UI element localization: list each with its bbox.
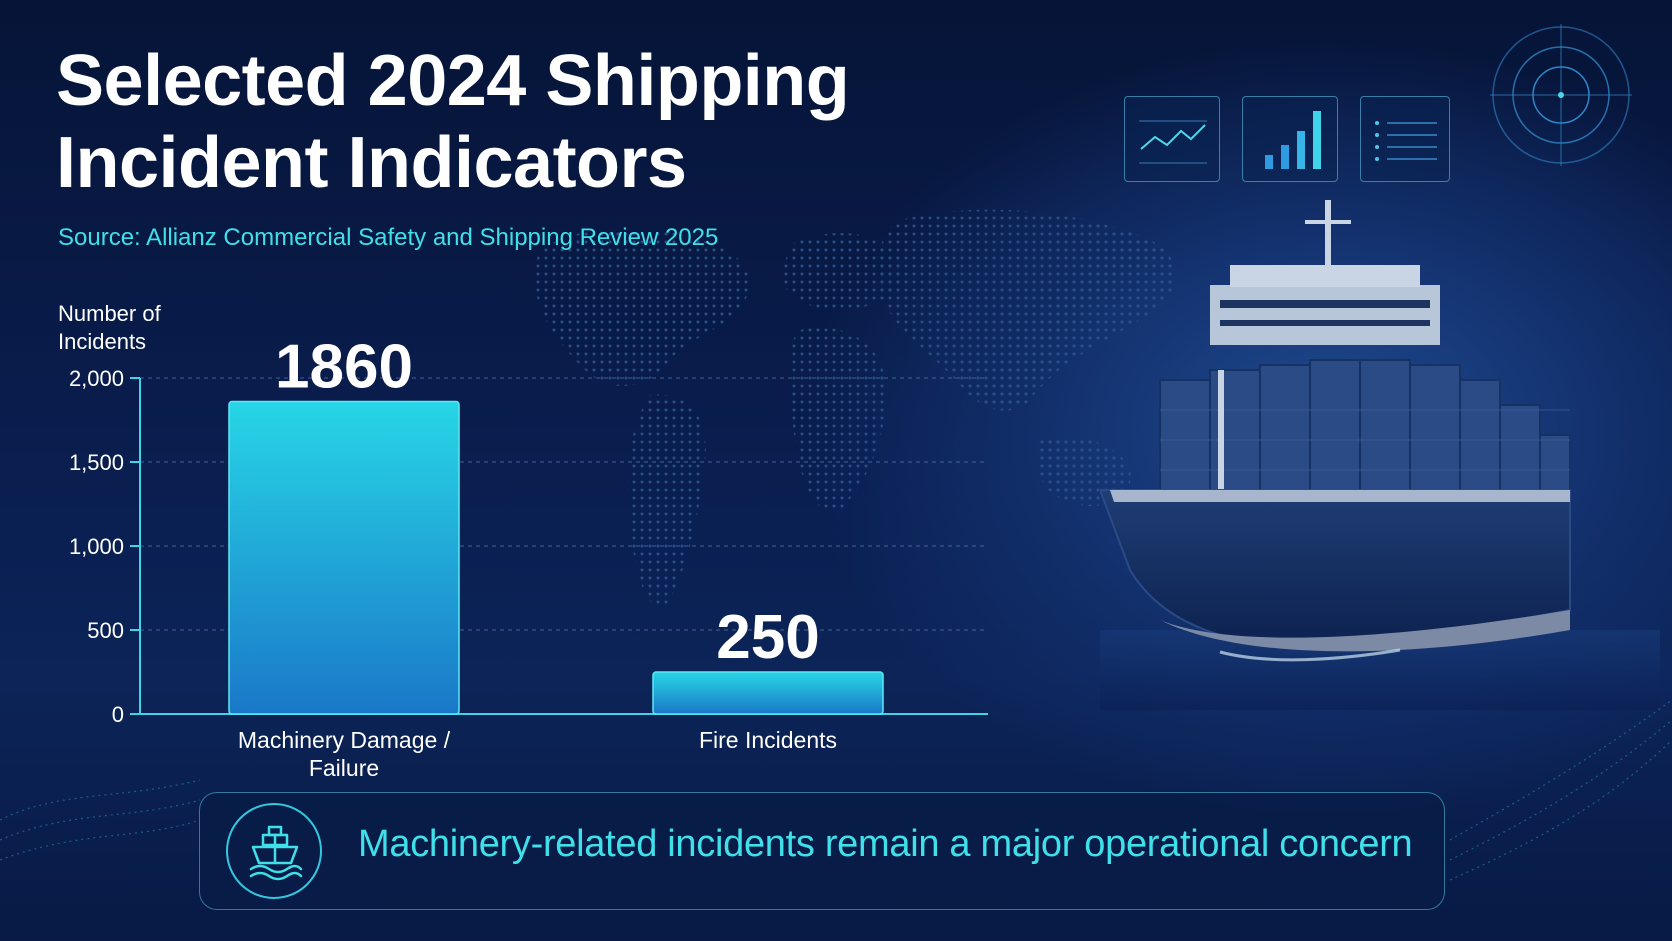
callout-box: Machinery-related incidents remain a maj… (199, 792, 1445, 910)
page-title: Selected 2024 Shipping Incident Indicato… (56, 40, 850, 204)
source-note: Source: Allianz Commercial Safety and Sh… (58, 224, 719, 251)
container-ship-icon (1100, 200, 1660, 710)
y-tick-label: 0 (112, 702, 124, 727)
list-icon (1360, 96, 1450, 182)
bar (652, 671, 884, 715)
line-chart-icon (1124, 96, 1220, 182)
y-tick-label: 500 (87, 618, 124, 643)
y-tick-label: 2,000 (69, 366, 124, 391)
x-tick-label: Failure (309, 755, 379, 781)
y-axis-title: Number of Incidents (58, 300, 208, 356)
bar-chart-icon (1242, 96, 1338, 182)
bar (228, 400, 460, 715)
y-tick-label: 1,000 (69, 534, 124, 559)
x-tick-label: Machinery Damage / (238, 727, 451, 753)
y-axis-title-line-1: Number of (58, 301, 161, 326)
y-axis-title-line-2: Incidents (58, 329, 147, 354)
ship-icon (226, 803, 322, 899)
x-tick-label: Fire Incidents (699, 727, 837, 753)
callout-text: Machinery-related incidents remain a maj… (358, 823, 1413, 865)
data-label: 250 (716, 603, 819, 672)
data-label: 1860 (275, 333, 413, 402)
y-tick-label: 1,500 (69, 450, 124, 475)
title-line-2: Incident Indicators (56, 123, 687, 203)
title-line-1: Selected 2024 Shipping (56, 41, 850, 121)
radar-icon (1490, 24, 1632, 166)
